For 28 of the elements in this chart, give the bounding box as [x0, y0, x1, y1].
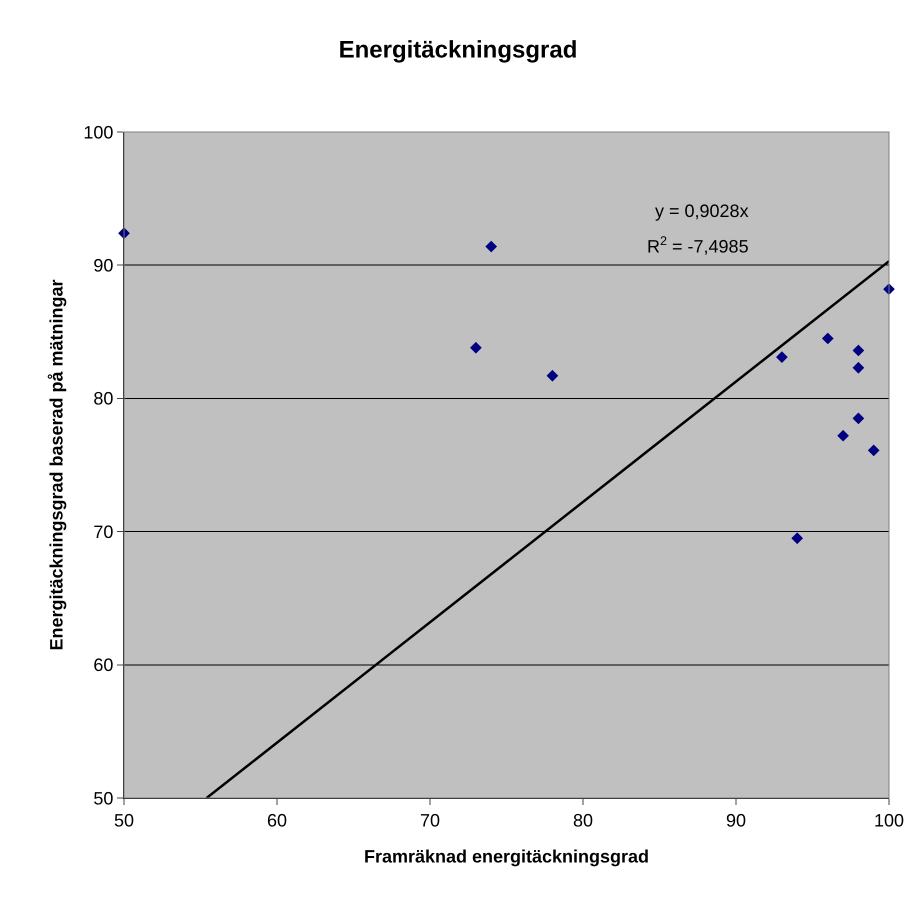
point	[546, 370, 558, 382]
y-tick-label: 90	[93, 256, 114, 276]
y-tick-label: 60	[93, 655, 114, 676]
y-tick-label: 70	[93, 522, 114, 542]
point	[868, 444, 880, 456]
x-tick-label: 50	[114, 810, 134, 831]
y-axis-title: Energitäckningsgrad baserad på mätningar	[46, 279, 67, 651]
y-tick-label: 100	[83, 122, 114, 142]
point	[470, 342, 482, 354]
x-tick-label: 70	[420, 810, 440, 831]
point	[837, 430, 849, 442]
y-tick-label: 80	[93, 388, 114, 409]
x-axis-title: Framräknad energitäckningsgrad	[364, 846, 650, 867]
x-tick-label: 100	[874, 810, 904, 831]
point	[776, 351, 788, 363]
point	[791, 532, 804, 544]
point	[822, 332, 834, 344]
x-tick-label: 90	[726, 810, 746, 831]
chart-title: Energitäckningsgrad	[338, 36, 578, 64]
y-tick-label: 50	[93, 788, 114, 808]
annotation: R$^{2}$ = -7,4985	[647, 234, 749, 257]
point	[485, 240, 498, 252]
point	[852, 344, 864, 356]
x-tick-label: 60	[266, 810, 288, 831]
point	[852, 412, 864, 424]
point	[852, 362, 864, 374]
x-tick-label: 80	[572, 810, 594, 831]
annotation: y = 0,9028x	[655, 201, 749, 221]
